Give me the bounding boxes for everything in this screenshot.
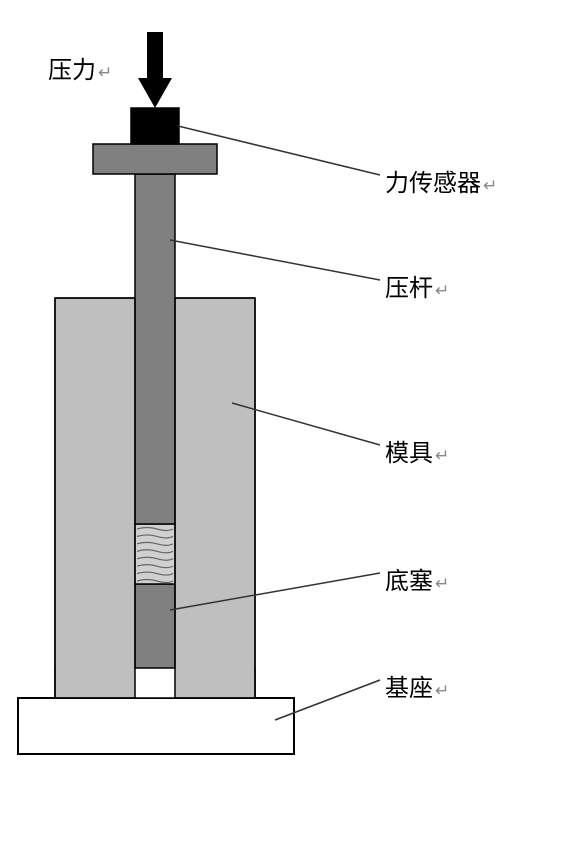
label-press-rod-text: 压杆 — [385, 276, 433, 302]
label-pressure-text: 压力 — [48, 58, 96, 84]
label-force-sensor: 力传感器↵ — [385, 163, 497, 198]
label-base: 基座↵ — [385, 668, 449, 703]
return-glyph: ↵ — [435, 281, 449, 300]
label-force-sensor-text: 力传感器 — [385, 171, 481, 197]
label-press-rod: 压杆↵ — [385, 268, 449, 303]
return-glyph: ↵ — [435, 446, 449, 465]
label-bottom-plug: 底塞↵ — [385, 561, 449, 596]
label-base-text: 基座 — [385, 676, 433, 702]
apparatus-diagram — [0, 0, 573, 855]
return-glyph: ↵ — [435, 574, 449, 593]
label-mold: 模具↵ — [385, 433, 449, 468]
label-mold-text: 模具 — [385, 441, 433, 467]
return-glyph: ↵ — [435, 681, 449, 700]
return-glyph: ↵ — [483, 176, 497, 195]
label-pressure: 压力↵ — [48, 50, 112, 85]
return-glyph: ↵ — [98, 63, 112, 82]
label-bottom-plug-text: 底塞 — [385, 569, 433, 595]
